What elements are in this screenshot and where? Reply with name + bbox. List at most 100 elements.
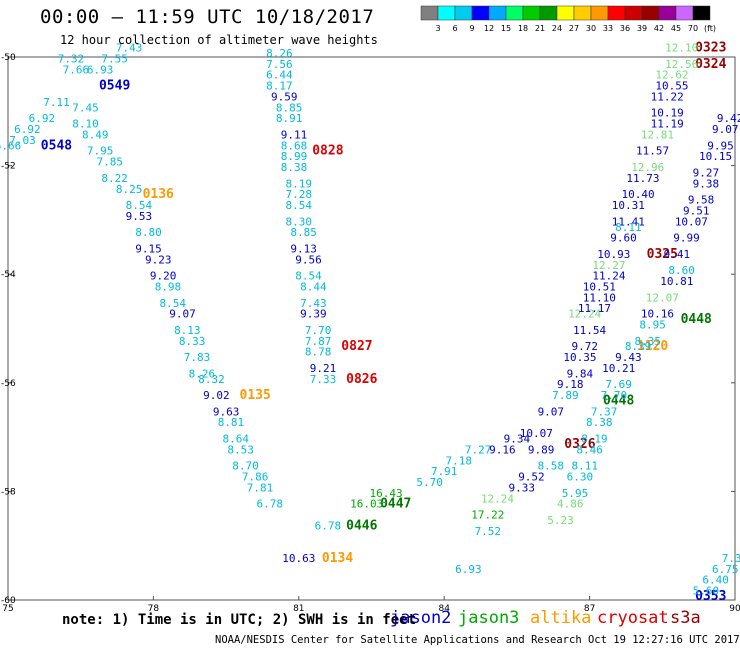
wave-height-value: 7.11 [43, 96, 70, 109]
wave-height-value: 7.86 [242, 471, 269, 484]
wave-height-value: 7.85 [97, 156, 124, 169]
wave-height-value: 8.38 [586, 416, 613, 429]
track-time-label: 0326 [564, 437, 595, 452]
color-swatch [675, 5, 694, 21]
wave-height-value: 9.02 [203, 389, 230, 402]
color-scale-label: 30 [586, 24, 596, 33]
track-time-label: 0323 [695, 41, 726, 56]
x-tick-label: 81 [293, 604, 304, 614]
track-time-label: 0134 [322, 551, 353, 566]
wave-height-value: 8.68 [281, 139, 308, 152]
color-swatch [607, 5, 626, 21]
color-swatch [573, 5, 592, 21]
color-scale-label: 33 [603, 24, 613, 33]
wave-height-value: 9.63 [213, 405, 240, 418]
wave-height-value: 5.60 [693, 585, 720, 598]
track-time-label: 0325 [647, 247, 678, 262]
wave-height-value: 6.44 [266, 69, 293, 82]
wave-height-value: 8.91 [276, 112, 303, 125]
y-tick-label: -54 [1, 270, 16, 280]
track-time-label: 0353 [695, 589, 726, 604]
wave-height-value: 9.84 [567, 367, 594, 380]
satellite-legend-jason2: jason2 [390, 608, 452, 628]
wave-height-value: 11.73 [626, 172, 659, 185]
wave-height-value: 10.21 [602, 362, 635, 375]
color-scale-label: 21 [535, 24, 545, 33]
wave-height-value: 9.41 [664, 248, 691, 261]
wave-height-value: 7.32 [58, 52, 85, 65]
wave-height-value: 9.38 [693, 177, 720, 190]
color-swatch [454, 5, 473, 21]
wave-height-value: 6.78 [256, 498, 283, 511]
wave-height-value: 7.70 [601, 389, 628, 402]
y-tick-label: -60 [1, 596, 16, 606]
wave-height-value: 11.22 [651, 90, 684, 103]
wave-height-value: 12.24 [568, 308, 601, 321]
wave-height-value: 9.43 [615, 351, 642, 364]
wave-height-value: 8.81 [218, 416, 245, 429]
wave-height-value: 6.93 [455, 563, 482, 576]
wave-height-value: 8.19 [286, 177, 313, 190]
wave-height-value: 7.28 [286, 188, 313, 201]
wave-height-value: 9.15 [135, 242, 162, 255]
wave-height-value: 7.27 [465, 443, 492, 456]
wave-height-value: 8.26 [266, 47, 293, 60]
wave-height-value: 9.07 [538, 405, 565, 418]
satellite-legend-altika: altika [530, 608, 592, 628]
wave-height-value: 7.56 [266, 58, 293, 71]
wave-height-value: 8.64 [223, 433, 250, 446]
wave-height-value: 9.72 [572, 340, 599, 353]
wave-height-value: 9.89 [528, 443, 555, 456]
color-swatch [522, 5, 541, 21]
wave-height-value: 5.23 [547, 514, 574, 527]
wave-height-value: 5.95 [562, 487, 589, 500]
track-time-label: 0448 [681, 312, 712, 327]
track-time-label: 0827 [341, 339, 372, 354]
wave-height-value: 6.30 [567, 471, 594, 484]
wave-height-value: 9.56 [295, 253, 322, 266]
color-swatch [641, 5, 660, 21]
color-swatch [488, 5, 507, 21]
wave-height-value: 9.95 [707, 139, 734, 152]
wave-height-value: 10.63 [282, 552, 315, 565]
wave-height-value: 12.27 [592, 259, 625, 272]
wave-height-value: 10.19 [651, 107, 684, 120]
wave-height-value: 8.49 [82, 128, 109, 141]
wave-height-value: 9.52 [518, 471, 545, 484]
wave-height-value: 8.22 [101, 172, 128, 185]
wave-height-value: 9.42 [717, 112, 740, 125]
wave-height-value: 8.53 [227, 443, 254, 456]
wave-height-value: 9.53 [126, 210, 153, 223]
wave-height-value: 8.80 [135, 226, 162, 239]
track-time-label: 0136 [143, 187, 174, 202]
wave-height-value: 6.92 [29, 112, 56, 125]
wave-height-value: 8.54 [160, 297, 187, 310]
x-tick-label: 90 [729, 604, 740, 614]
track-time-label: 0826 [346, 372, 377, 387]
wave-height-value: 8.95 [639, 319, 666, 332]
wave-height-value: 9.33 [508, 481, 535, 494]
wave-height-value: 7.33 [310, 373, 337, 386]
wave-height-value: 9.16 [489, 443, 516, 456]
wave-height-value: 16.03 [350, 498, 383, 511]
wave-height-value: 7.69 [605, 378, 632, 391]
wave-height-value: 8.10 [72, 118, 99, 131]
color-swatch [556, 5, 575, 21]
color-swatch [471, 5, 490, 21]
wave-height-value: 8.54 [295, 270, 322, 283]
wave-height-value: 6.75 [712, 563, 739, 576]
plot-frame [7, 56, 736, 601]
wave-height-value: 12.07 [646, 291, 679, 304]
color-swatch [539, 5, 558, 21]
wave-height-value: 9.60 [610, 232, 637, 245]
wave-height-value: 8.58 [538, 460, 565, 473]
wave-height-value: 16.43 [369, 487, 402, 500]
plot-border [7, 56, 736, 601]
chart-title: 00:00 – 11:59 UTC 10/18/2017 [40, 6, 375, 28]
wave-height-value: 8.30 [286, 215, 313, 228]
x-tick-label: 84 [438, 604, 450, 614]
wave-height-value: 8.78 [305, 346, 332, 359]
wave-height-value: 9.21 [310, 362, 337, 375]
wave-height-value: 8.85 [276, 101, 303, 114]
y-tick-label: -52 [1, 162, 16, 172]
